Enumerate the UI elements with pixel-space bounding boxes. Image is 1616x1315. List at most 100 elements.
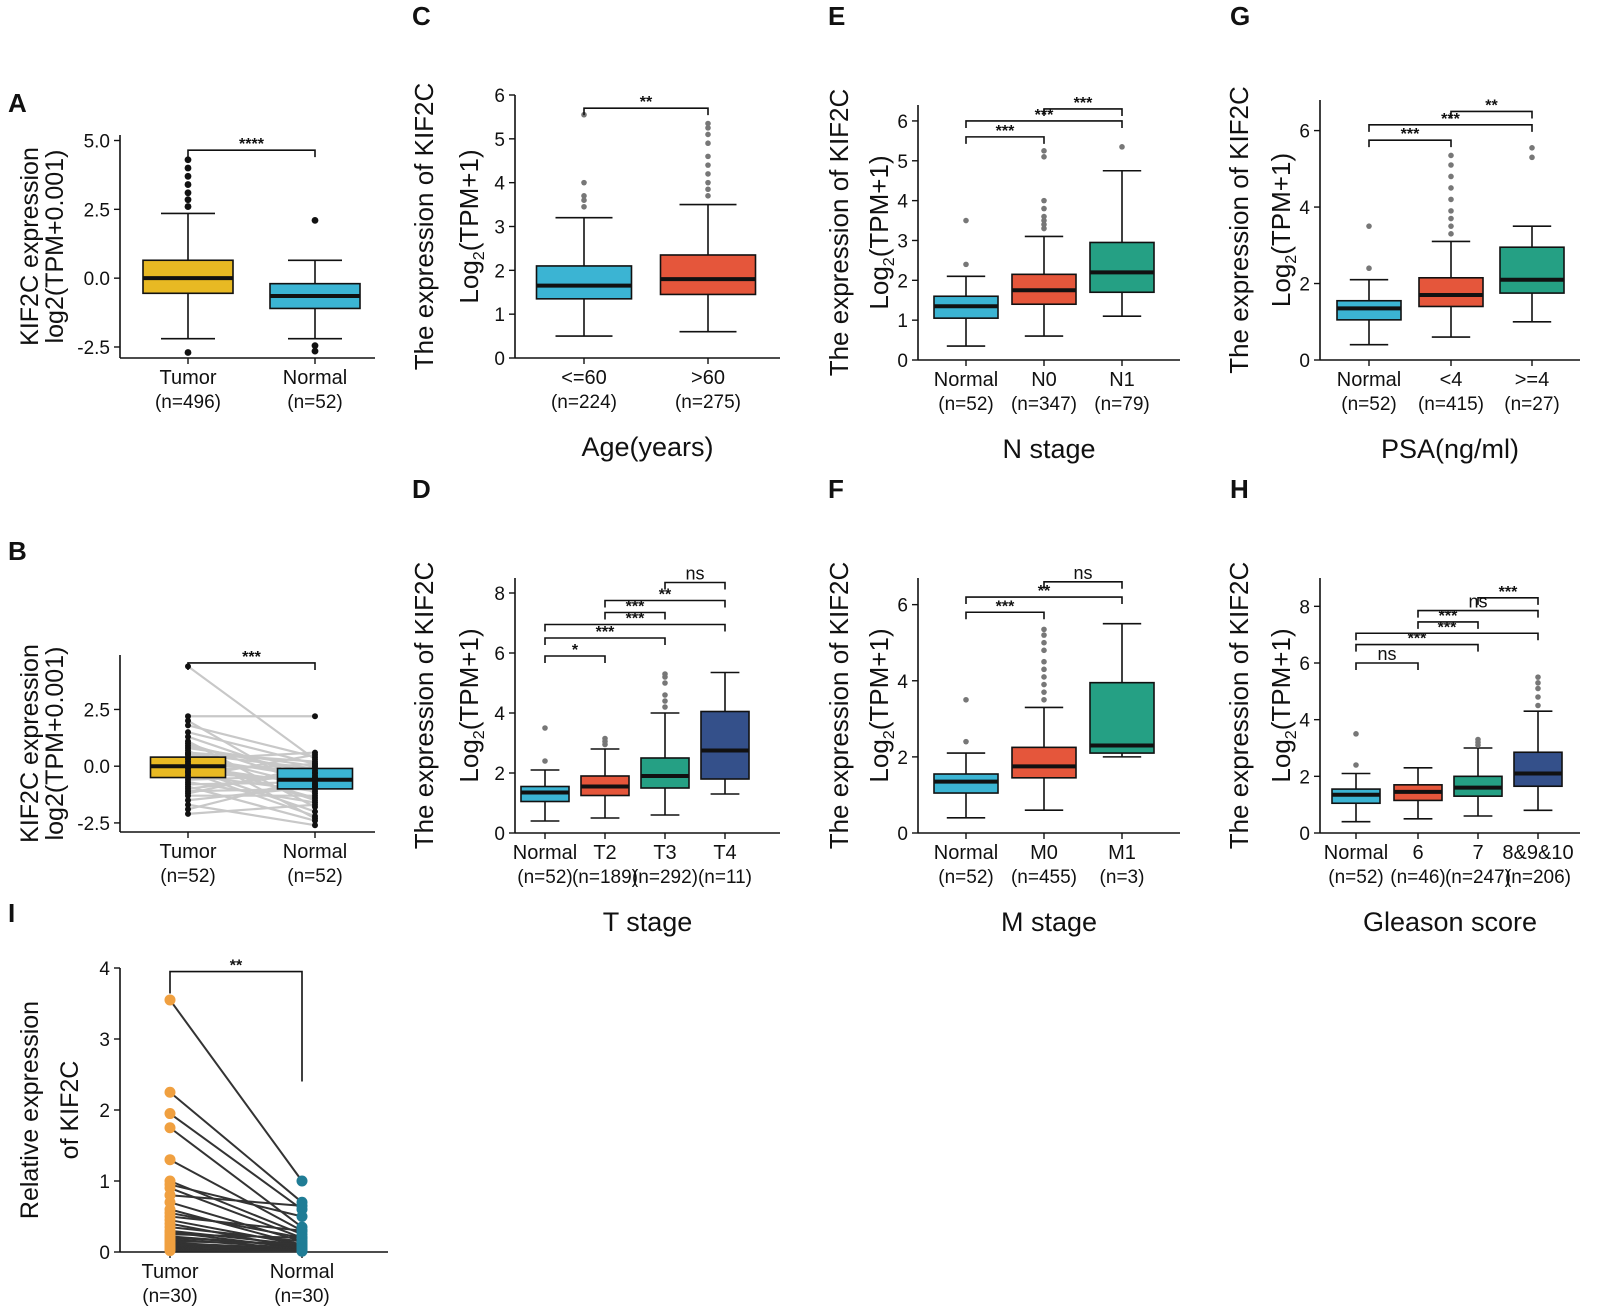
y-axis-label: The expression of KIF2C	[824, 89, 854, 377]
tumor-point	[164, 1122, 176, 1134]
significance-label: ***	[996, 598, 1015, 615]
significance-label: **	[659, 587, 672, 604]
x-axis-title: T stage	[603, 907, 693, 937]
outlier-point	[1448, 215, 1454, 222]
paired-line	[187, 770, 316, 818]
y-tick-label: 0	[494, 824, 505, 845]
y-axis-label: The expression of KIF2C	[824, 562, 854, 850]
outlier-point	[184, 156, 192, 164]
significance-bracket	[965, 120, 1123, 128]
y-tick-label: 2	[1299, 767, 1310, 788]
paired-line	[187, 803, 316, 827]
outlier-point	[662, 698, 668, 704]
significance-bracket	[187, 662, 316, 670]
significance-label: ***	[1401, 126, 1420, 143]
outlier-point	[705, 171, 711, 177]
paired-line	[187, 803, 316, 815]
tumor-point	[185, 740, 191, 747]
tumor-point	[185, 797, 191, 804]
tumor-point	[164, 994, 176, 1006]
tumor-point	[164, 1154, 176, 1166]
paired-line	[169, 1226, 303, 1243]
outlier-point	[1041, 696, 1047, 703]
y-tick-label: 1	[99, 1172, 110, 1193]
tumor-point	[185, 768, 191, 775]
outlier-point	[1119, 144, 1125, 150]
normal-point	[312, 770, 318, 776]
outlier-point	[581, 197, 587, 203]
outlier-point	[963, 738, 969, 745]
outlier-point	[1448, 208, 1454, 214]
normal-point	[312, 797, 318, 804]
group-n-label: (n=52)	[938, 867, 993, 888]
y-axis-label: Log2(TPM+1)	[454, 149, 488, 303]
normal-point	[312, 792, 318, 799]
outlier-point	[1535, 680, 1541, 686]
group-n-label: (n=347)	[1011, 394, 1077, 415]
y-tick-label: 2	[897, 748, 908, 769]
box	[1089, 241, 1155, 294]
x-tick-label: <4	[1440, 369, 1463, 391]
significance-bracket	[965, 611, 1045, 620]
x-tick-label: Tumor	[159, 367, 216, 389]
panel-C: C The expression of KIF2C Log2(TPM+1) 0 1 2 3 4…	[409, 1, 780, 462]
y-axis-label: The expression of KIF2C	[409, 562, 439, 850]
outlier-point	[963, 696, 969, 703]
box	[700, 710, 750, 780]
outlier-point	[1353, 731, 1359, 737]
paired-line	[169, 1091, 303, 1204]
normal-point	[296, 1200, 308, 1212]
y-tick-label: 0.0	[84, 269, 110, 290]
y-tick-label: 2	[897, 271, 908, 292]
significance-bracket	[544, 637, 666, 645]
significance-bracket	[169, 970, 303, 1082]
y-tick-label: 6	[897, 112, 908, 133]
normal-point	[296, 1211, 308, 1222]
outlier-point	[602, 735, 608, 742]
paired-line	[169, 1112, 303, 1211]
outlier-point	[184, 164, 192, 172]
group-n-label: (n=52)	[287, 866, 342, 887]
box	[659, 254, 757, 296]
panel-H: H The expression of KIF2C Log2(TPM+1) 0 2 4 6 8…	[1224, 474, 1580, 937]
panel-D: D The expression of KIF2C Log2(TPM+1) 0 2 4 6 8…	[409, 474, 780, 937]
outlier-point	[1529, 154, 1535, 161]
box	[1011, 746, 1077, 779]
outlier-point	[184, 203, 192, 210]
x-tick-label: N1	[1109, 369, 1135, 391]
outlier-point	[705, 162, 711, 168]
significance-label: **	[230, 958, 243, 975]
x-tick-label: Normal	[283, 841, 347, 863]
outlier-point	[1535, 685, 1541, 692]
outlier-point	[1535, 694, 1541, 700]
outlier-point	[1041, 197, 1047, 204]
y-tick-label: 0	[897, 824, 908, 845]
significance-bracket	[604, 611, 666, 620]
significance-bracket	[604, 599, 726, 608]
significance-label: ***	[1439, 608, 1458, 625]
normal-point	[312, 813, 318, 820]
normal-point	[296, 1175, 308, 1187]
outlier-point	[1041, 217, 1047, 224]
y-tick-label: 4	[897, 672, 908, 693]
tumor-point	[185, 713, 191, 720]
y-tick-label: 5.0	[84, 132, 110, 153]
outlier-point	[311, 342, 319, 350]
outlier-point	[1366, 265, 1372, 272]
outlier-point	[1041, 148, 1047, 154]
significance-bracket	[1368, 124, 1533, 132]
outlier-point	[1041, 674, 1047, 680]
paired-line	[169, 1219, 303, 1246]
y-tick-label: 8	[494, 584, 505, 605]
y-tick-label: 5	[494, 130, 505, 151]
significance-label: *	[572, 642, 579, 659]
outlier-point	[184, 181, 192, 188]
x-tick-label: >60	[691, 367, 725, 389]
outlier-point	[581, 179, 587, 186]
outlier-point	[662, 680, 668, 686]
y-axis-label: Log2(TPM+1)	[454, 628, 488, 782]
significance-bracket	[664, 581, 726, 590]
panel-letter: G	[1230, 1, 1250, 31]
y-tick-label: 4	[1299, 711, 1310, 732]
